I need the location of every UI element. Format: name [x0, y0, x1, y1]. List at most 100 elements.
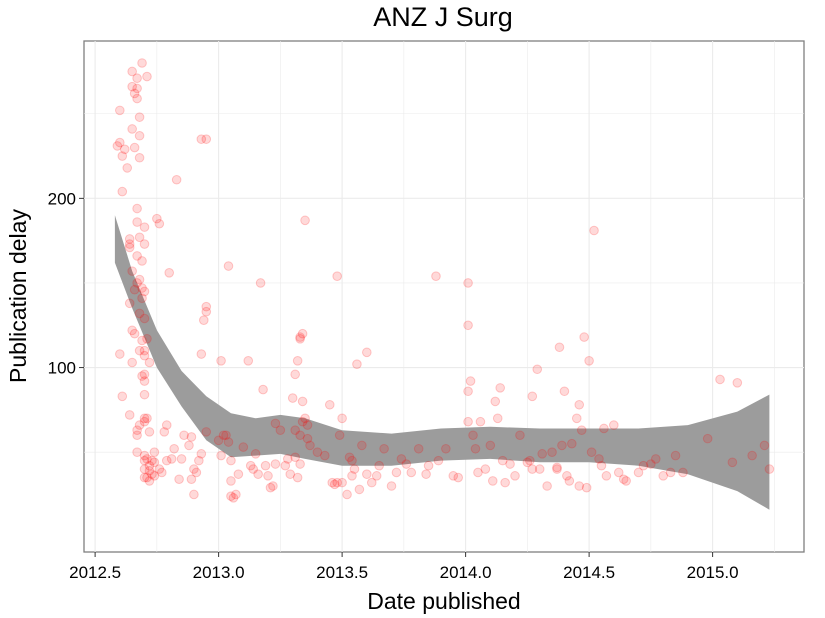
data-point [258, 384, 268, 395]
data-point [134, 232, 145, 243]
data-point [134, 152, 145, 163]
data-point [290, 452, 300, 463]
data-point [124, 298, 135, 309]
data-point [161, 455, 172, 466]
data-point [233, 469, 244, 479]
data-point [142, 472, 152, 483]
data-point [275, 425, 286, 435]
data-point [137, 335, 147, 346]
data-point [127, 66, 137, 77]
data-point [300, 215, 310, 226]
data-point [638, 460, 649, 471]
data-point [463, 278, 473, 288]
data-point [134, 112, 145, 122]
data-point [552, 462, 562, 473]
data-point [492, 413, 503, 424]
data-point [139, 455, 150, 466]
data-point [633, 467, 644, 478]
data-point [586, 447, 597, 457]
data-point [260, 460, 271, 471]
data-point [324, 399, 335, 410]
data-point [270, 459, 281, 469]
data-points [112, 58, 775, 503]
data-point [248, 464, 258, 474]
data-point [497, 455, 508, 466]
data-point [213, 435, 224, 446]
data-point [139, 413, 150, 424]
data-point [362, 347, 372, 358]
data-point [127, 81, 137, 92]
data-point [329, 479, 340, 490]
data-point [226, 491, 236, 501]
data-point [522, 457, 533, 468]
data-point [132, 217, 142, 227]
data-point [485, 440, 496, 451]
data-point [221, 430, 231, 441]
data-point [139, 239, 150, 249]
data-point [142, 334, 152, 344]
data-point [129, 284, 140, 295]
data-point [574, 481, 585, 491]
data-point [357, 440, 367, 451]
data-point [189, 489, 199, 500]
data-point [448, 471, 459, 481]
data-point [147, 469, 157, 479]
data-point [164, 268, 175, 278]
data-point [342, 489, 352, 500]
x-axis: 2012.5 2013.0 2013.5 2014.0 2014.5 2015.0 [69, 552, 739, 582]
data-point [574, 399, 585, 410]
data-point [646, 459, 656, 469]
data-point [554, 342, 565, 353]
data-point [226, 476, 236, 486]
data-point [374, 460, 384, 471]
data-point [567, 438, 577, 449]
data-point [290, 425, 300, 435]
data-point [218, 430, 229, 441]
data-point [139, 350, 150, 361]
data-point [396, 454, 407, 464]
data-point [174, 474, 184, 485]
data-point [371, 471, 382, 481]
data-point [186, 474, 197, 485]
data-point [579, 332, 589, 342]
data-point [406, 467, 417, 478]
data-point [127, 325, 137, 336]
data-point [171, 174, 182, 185]
data-point [201, 306, 212, 317]
data-point [510, 471, 520, 481]
data-point [194, 455, 204, 466]
data-point [297, 328, 308, 339]
data-point [487, 476, 498, 486]
data-point [154, 464, 165, 474]
data-point [282, 454, 293, 464]
data-point [433, 455, 444, 466]
data-point [196, 449, 207, 459]
data-point [191, 467, 202, 478]
data-point [117, 186, 128, 197]
data-point [243, 355, 254, 366]
data-point [347, 455, 357, 466]
data-point [292, 472, 303, 483]
data-point [137, 371, 147, 381]
data-point [287, 393, 298, 403]
data-point [124, 239, 135, 249]
data-point [127, 124, 137, 134]
data-point [134, 345, 145, 356]
data-point [132, 83, 142, 94]
x-tick-label: 2014.0 [440, 563, 492, 582]
data-point [149, 447, 160, 457]
data-point [132, 203, 142, 214]
data-point [470, 443, 481, 454]
x-tick-label: 2012.5 [69, 563, 121, 582]
x-tick-label: 2014.5 [563, 563, 615, 582]
data-point [129, 328, 140, 339]
data-point [117, 151, 128, 161]
data-point [280, 460, 291, 471]
data-point [658, 471, 669, 481]
data-point [297, 416, 308, 427]
data-point [515, 430, 525, 441]
data-point [564, 476, 575, 486]
data-point [132, 278, 142, 288]
data-point [139, 416, 150, 427]
